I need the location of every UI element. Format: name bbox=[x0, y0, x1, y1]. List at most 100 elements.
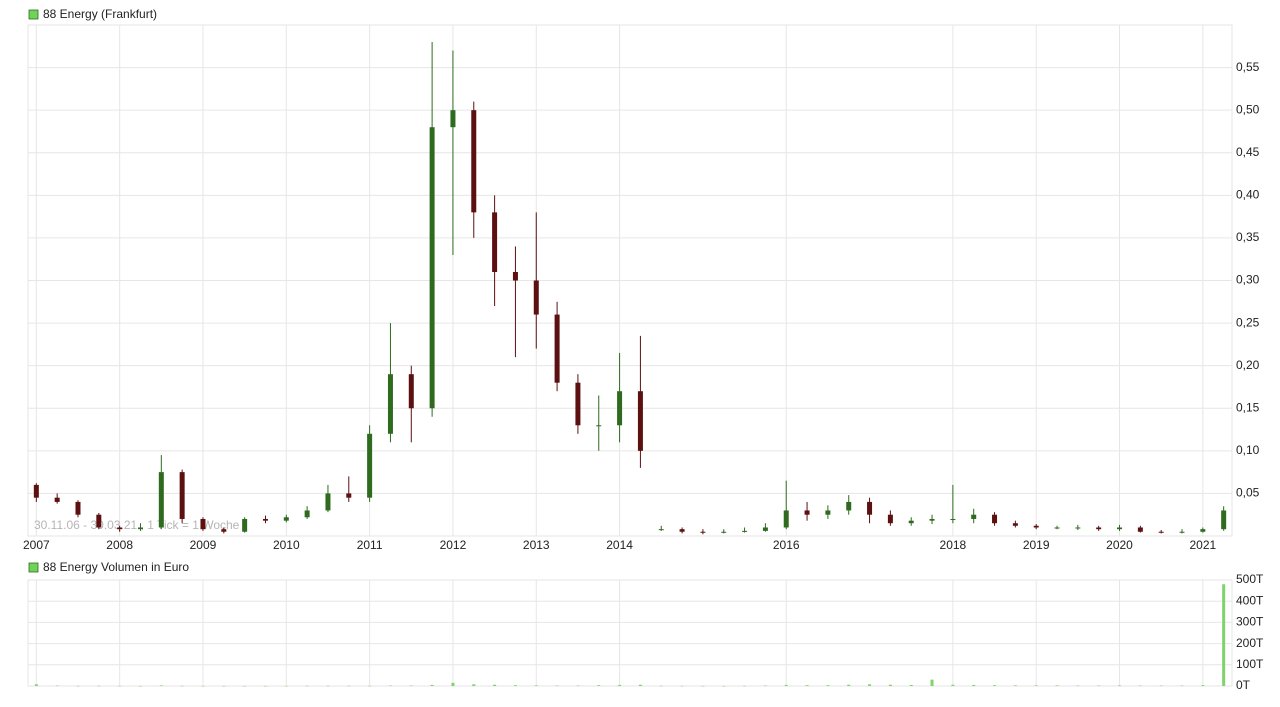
y-tick-label: 0,50 bbox=[1236, 102, 1260, 116]
candle-body bbox=[221, 529, 227, 532]
volume-bar bbox=[1013, 685, 1017, 686]
candle-body bbox=[1158, 531, 1164, 533]
y-tick-label: 0,15 bbox=[1236, 400, 1260, 414]
y-tick-label: 100T bbox=[1236, 657, 1264, 671]
legend-label: 88 Energy Volumen in Euro bbox=[43, 560, 189, 574]
candle-body bbox=[1221, 510, 1227, 530]
y-tick-label: 0,35 bbox=[1236, 230, 1260, 244]
volume-bar bbox=[1097, 685, 1101, 687]
volume-bar bbox=[472, 684, 476, 686]
volume-bar bbox=[680, 685, 684, 687]
candle-body bbox=[75, 501, 81, 515]
legend-swatch bbox=[28, 9, 39, 20]
candle-body bbox=[325, 493, 331, 511]
candle-body bbox=[512, 271, 518, 281]
volume-bar bbox=[513, 685, 517, 686]
volume-bar bbox=[1138, 685, 1142, 687]
volume-bar bbox=[909, 684, 913, 686]
y-tick-label: 0T bbox=[1236, 678, 1251, 692]
candle-body bbox=[304, 510, 310, 518]
volume-bar bbox=[1055, 685, 1059, 686]
volume-bar bbox=[951, 684, 955, 686]
volume-bar bbox=[430, 684, 434, 686]
candle-body bbox=[450, 110, 456, 128]
candle-body bbox=[575, 382, 581, 426]
candle-body bbox=[492, 212, 498, 272]
volume-bar bbox=[972, 684, 976, 686]
volume-bar bbox=[305, 685, 309, 687]
candle-body bbox=[783, 510, 789, 528]
candle-body bbox=[908, 520, 914, 524]
candle-body bbox=[33, 484, 39, 498]
candle-body bbox=[742, 530, 748, 532]
volume-bar bbox=[1118, 685, 1122, 686]
volume-bar bbox=[722, 685, 726, 687]
legend-label: 88 Energy (Frankfurt) bbox=[43, 7, 157, 21]
candle-body bbox=[658, 529, 664, 531]
volume-bar bbox=[1076, 685, 1080, 687]
y-tick-label: 200T bbox=[1236, 636, 1264, 650]
annotation: 30.11.06 - 30.03.21 , 1 Tick = 1 Woche bbox=[34, 518, 240, 532]
candle-body bbox=[617, 391, 623, 426]
candle-body bbox=[179, 472, 185, 519]
volume-bar bbox=[159, 685, 163, 686]
volume-bar bbox=[826, 685, 830, 686]
y-tick-label: 0,20 bbox=[1236, 358, 1260, 372]
candle-body bbox=[1012, 523, 1018, 526]
volume-bar bbox=[1159, 685, 1163, 687]
candle-body bbox=[408, 374, 414, 409]
y-tick-label: 400T bbox=[1236, 593, 1264, 607]
candle-body bbox=[637, 391, 643, 451]
candle-body bbox=[992, 514, 998, 524]
x-tick-label: 2018 bbox=[940, 538, 967, 552]
x-tick-label: 2014 bbox=[606, 538, 633, 552]
candle-body bbox=[1117, 527, 1123, 530]
candle-body bbox=[762, 527, 768, 531]
x-tick-label: 2020 bbox=[1106, 538, 1133, 552]
volume-bar bbox=[76, 685, 80, 687]
candle-body bbox=[283, 517, 289, 521]
volume-bar bbox=[388, 685, 392, 687]
x-tick-label: 2019 bbox=[1023, 538, 1050, 552]
x-tick-label: 2007 bbox=[23, 538, 50, 552]
volume-bar bbox=[993, 685, 997, 686]
y-tick-label: 0,55 bbox=[1236, 60, 1260, 74]
candle-body bbox=[929, 518, 935, 521]
volume-bar bbox=[743, 685, 747, 687]
volume-bar bbox=[534, 685, 538, 686]
x-tick-label: 2012 bbox=[440, 538, 467, 552]
candle-body bbox=[429, 127, 435, 409]
volume-bar bbox=[284, 685, 288, 687]
candle-body bbox=[387, 374, 393, 434]
candle-body bbox=[471, 110, 477, 213]
volume-bar bbox=[1201, 685, 1205, 686]
candle-body bbox=[804, 510, 810, 515]
y-tick-label: 0,45 bbox=[1236, 145, 1260, 159]
x-tick-label: 2010 bbox=[273, 538, 300, 552]
volume-bar bbox=[638, 684, 642, 686]
volume-bar bbox=[138, 685, 142, 687]
volume-bar bbox=[805, 685, 809, 686]
candle-body bbox=[700, 531, 706, 533]
y-tick-label: 0,25 bbox=[1236, 315, 1260, 329]
volume-bar bbox=[1222, 584, 1226, 686]
y-tick-label: 0,30 bbox=[1236, 273, 1260, 287]
volume-bar bbox=[763, 685, 767, 687]
candle-body bbox=[242, 518, 248, 532]
candle-body bbox=[867, 501, 873, 515]
candle-body bbox=[1075, 527, 1081, 529]
volume-bar bbox=[326, 685, 330, 687]
candle-body bbox=[96, 514, 102, 528]
x-tick-label: 2021 bbox=[1189, 538, 1216, 552]
volume-bar bbox=[555, 685, 559, 687]
volume-bar bbox=[847, 684, 851, 686]
candle-body bbox=[596, 425, 602, 427]
x-tick-label: 2008 bbox=[106, 538, 133, 552]
plot-area bbox=[27, 579, 1233, 687]
candle-body bbox=[1054, 527, 1060, 529]
x-tick-label: 2011 bbox=[357, 538, 383, 552]
x-tick-label: 2016 bbox=[773, 538, 800, 552]
candle-body bbox=[117, 527, 123, 530]
y-tick-label: 500T bbox=[1236, 572, 1264, 586]
